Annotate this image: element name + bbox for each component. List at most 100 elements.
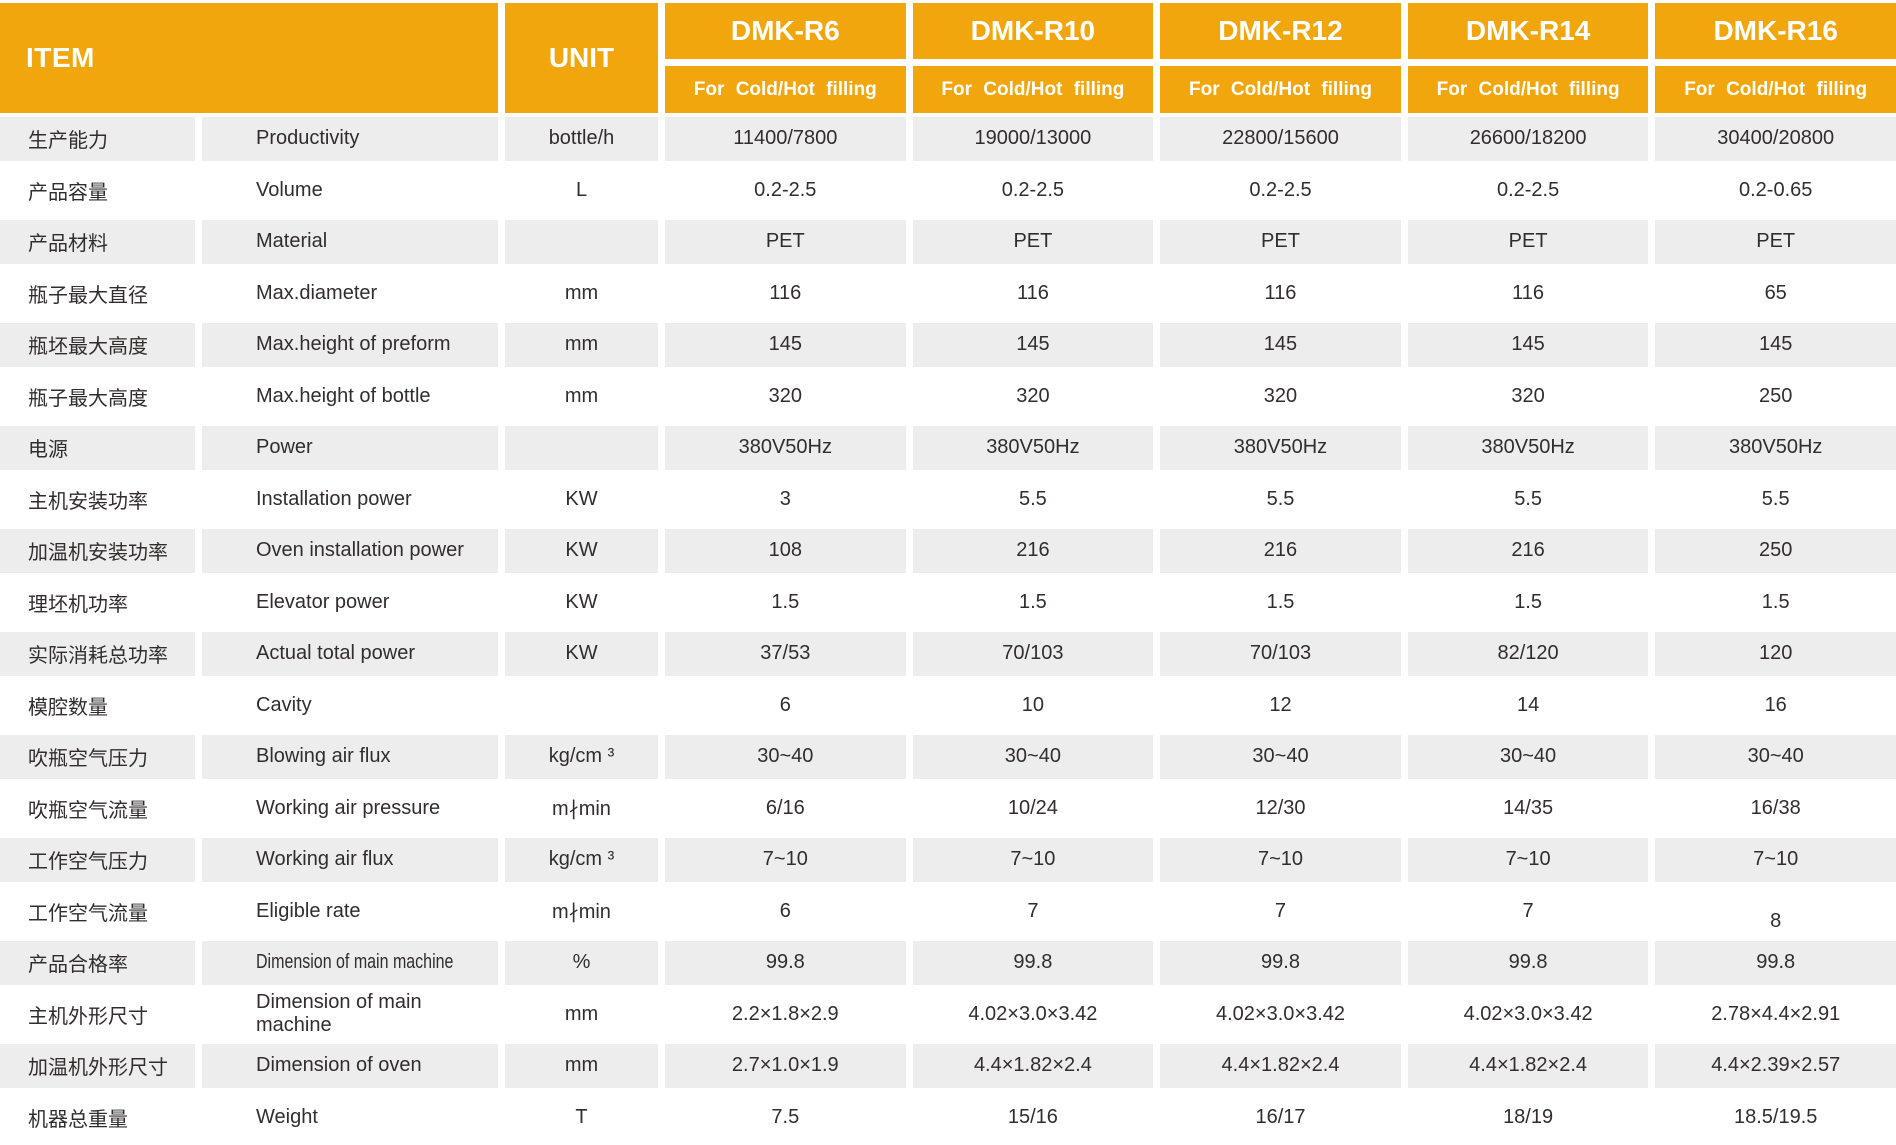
- value-dmk-r16: 5.5: [1655, 473, 1896, 525]
- row-unit: %: [505, 937, 658, 989]
- value-dmk-r14: 26600/18200: [1407, 113, 1649, 165]
- row-label-chinese: 工作空气流量: [0, 885, 195, 937]
- row-unit: T: [505, 1091, 658, 1143]
- row-label-english: Oven installation power: [202, 525, 498, 577]
- row-label-english: Elevator power: [202, 576, 498, 628]
- value-dmk-r6: 7.5: [665, 1091, 906, 1143]
- row-unit: [505, 216, 658, 268]
- row-label-chinese: 理坯机功率: [0, 576, 195, 628]
- value-dmk-r10: 30~40: [912, 731, 1154, 783]
- value-dmk-r16: 7~10: [1655, 834, 1896, 886]
- unit-header-cell: UNIT: [505, 3, 658, 113]
- value-dmk-r6: 11400/7800: [665, 113, 906, 165]
- value-dmk-r14: 145: [1407, 319, 1649, 371]
- value-dmk-r6: 1.5: [665, 576, 906, 628]
- value-dmk-r10: 216: [912, 525, 1154, 577]
- item-header-cell: ITEM: [0, 3, 498, 113]
- value-dmk-r12: 16/17: [1160, 1091, 1401, 1143]
- model-header-cell: DMK-R6 For Cold/Hot filling: [665, 3, 906, 113]
- row-unit: kg/cm ³: [505, 731, 658, 783]
- value-dmk-r16: 30400/20800: [1655, 113, 1896, 165]
- value-dmk-r14: 18/19: [1407, 1091, 1649, 1143]
- value-dmk-r10: PET: [912, 216, 1154, 268]
- row-unit: mm: [505, 370, 658, 422]
- value-dmk-r6: 320: [665, 370, 906, 422]
- value-dmk-r12: PET: [1160, 216, 1401, 268]
- row-unit: m∤min: [505, 782, 658, 834]
- value-dmk-r16: 145: [1655, 319, 1896, 371]
- row-unit: KW: [505, 628, 658, 680]
- value-dmk-r16: 65: [1655, 267, 1896, 319]
- row-unit: [505, 679, 658, 731]
- value-dmk-r14: 30~40: [1407, 731, 1649, 783]
- value-dmk-r10: 70/103: [912, 628, 1154, 680]
- row-label-english: Working air pressure: [202, 782, 498, 834]
- model-name: DMK-R12: [1160, 3, 1401, 59]
- row-label-english: Power: [202, 422, 498, 474]
- model-header-cell: DMK-R10 For Cold/Hot filling: [912, 3, 1154, 113]
- value-dmk-r14: 1.5: [1407, 576, 1649, 628]
- value-dmk-r6: 37/53: [665, 628, 906, 680]
- row-label-chinese: 瓶坯最大高度: [0, 319, 195, 371]
- value-dmk-r14: 4.4×1.82×2.4: [1407, 1040, 1649, 1092]
- value-dmk-r10: 10/24: [912, 782, 1154, 834]
- value-dmk-r12: 380V50Hz: [1160, 422, 1401, 474]
- row-unit: kg/cm ³: [505, 834, 658, 886]
- row-label-english: Max.height of preform: [202, 319, 498, 371]
- model-header-cell: DMK-R12 For Cold/Hot filling: [1160, 3, 1401, 113]
- row-label-english: Weight: [202, 1091, 498, 1143]
- value-dmk-r12: 30~40: [1160, 731, 1401, 783]
- model-name: DMK-R16: [1655, 3, 1896, 59]
- value-dmk-r16: 18.5/19.5: [1655, 1091, 1896, 1143]
- row-label-english: Max.diameter: [202, 267, 498, 319]
- value-dmk-r6: 6: [665, 679, 906, 731]
- value-dmk-r14: 7: [1407, 885, 1649, 937]
- value-dmk-r6: 2.7×1.0×1.9: [665, 1040, 906, 1092]
- model-name: DMK-R14: [1407, 3, 1649, 59]
- value-dmk-r16: PET: [1655, 216, 1896, 268]
- value-dmk-r14: 82/120: [1407, 628, 1649, 680]
- value-dmk-r14: 5.5: [1407, 473, 1649, 525]
- value-dmk-r10: 320: [912, 370, 1154, 422]
- value-dmk-r14: 7~10: [1407, 834, 1649, 886]
- model-subtitle: For Cold/Hot filling: [912, 66, 1154, 113]
- row-label-chinese: 吹瓶空气压力: [0, 731, 195, 783]
- row-label-english: Max.height of bottle: [202, 370, 498, 422]
- value-dmk-r16: 120: [1655, 628, 1896, 680]
- value-dmk-r6: PET: [665, 216, 906, 268]
- value-dmk-r14: 14/35: [1407, 782, 1649, 834]
- value-dmk-r12: 7~10: [1160, 834, 1401, 886]
- value-dmk-r6: 99.8: [665, 937, 906, 989]
- row-label-chinese: 模腔数量: [0, 679, 195, 731]
- value-dmk-r12: 0.2-2.5: [1160, 164, 1401, 216]
- value-dmk-r14: 116: [1407, 267, 1649, 319]
- row-label-english: Working air flux: [202, 834, 498, 886]
- value-dmk-r16: 8: [1655, 885, 1896, 937]
- row-label-english: Dimension of main machine: [202, 988, 498, 1040]
- value-dmk-r6: 108: [665, 525, 906, 577]
- value-dmk-r16: 250: [1655, 525, 1896, 577]
- value-dmk-r16: 2.78×4.4×2.91: [1655, 988, 1896, 1040]
- value-dmk-r6: 6/16: [665, 782, 906, 834]
- value-dmk-r14: 216: [1407, 525, 1649, 577]
- value-dmk-r10: 99.8: [912, 937, 1154, 989]
- row-label-english: Volume: [202, 164, 498, 216]
- value-dmk-r6: 7~10: [665, 834, 906, 886]
- value-dmk-r16: 250: [1655, 370, 1896, 422]
- value-dmk-r12: 70/103: [1160, 628, 1401, 680]
- value-dmk-r6: 380V50Hz: [665, 422, 906, 474]
- row-unit: KW: [505, 576, 658, 628]
- row-label-english: Dimension of main machine: [202, 937, 498, 989]
- model-name: DMK-R6: [665, 3, 906, 59]
- value-dmk-r16: 16/38: [1655, 782, 1896, 834]
- row-label-chinese: 主机安装功率: [0, 473, 195, 525]
- row-unit: mm: [505, 988, 658, 1040]
- value-dmk-r12: 1.5: [1160, 576, 1401, 628]
- value-dmk-r16: 380V50Hz: [1655, 422, 1896, 474]
- row-label-chinese: 瓶子最大直径: [0, 267, 195, 319]
- row-label-chinese: 生产能力: [0, 113, 195, 165]
- value-dmk-r6: 116: [665, 267, 906, 319]
- value-dmk-r16: 1.5: [1655, 576, 1896, 628]
- value-dmk-r14: 99.8: [1407, 937, 1649, 989]
